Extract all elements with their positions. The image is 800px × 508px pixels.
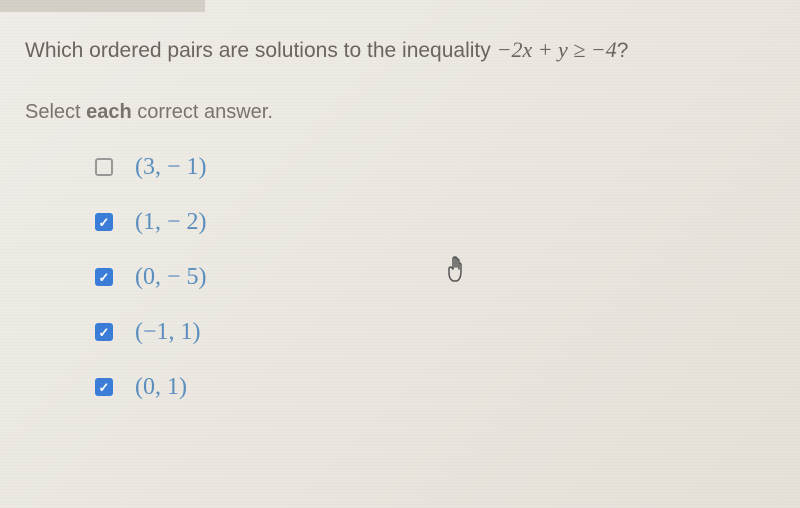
- checkbox-unchecked[interactable]: [95, 158, 113, 176]
- checkmark-icon: ✓: [99, 326, 110, 339]
- checkbox-checked[interactable]: ✓: [95, 213, 113, 231]
- instruction-prefix: Select: [25, 101, 86, 123]
- option-row[interactable]: ✓ (0, − 5): [95, 264, 775, 291]
- option-label: (0, 1): [135, 374, 187, 401]
- question-math: −2x + y ≥ −4: [497, 37, 617, 62]
- options-list: (3, − 1) ✓ (1, − 2) ✓ (0, − 5) ✓ (−1, 1)…: [25, 154, 775, 401]
- question-suffix: ?: [617, 39, 629, 62]
- instruction-suffix: correct answer.: [132, 101, 273, 123]
- option-row[interactable]: (3, − 1): [95, 154, 775, 181]
- option-row[interactable]: ✓ (−1, 1): [95, 319, 775, 346]
- question-text: Which ordered pairs are solutions to the…: [25, 35, 775, 66]
- checkbox-checked[interactable]: ✓: [95, 268, 113, 286]
- instruction-bold: each: [86, 101, 132, 123]
- question-prefix: Which ordered pairs are solutions to the…: [25, 39, 497, 62]
- option-label: (0, − 5): [135, 264, 207, 291]
- option-label: (1, − 2): [135, 209, 207, 236]
- checkmark-icon: ✓: [99, 381, 110, 394]
- cursor-icon: [445, 255, 473, 287]
- checkmark-icon: ✓: [99, 271, 110, 284]
- option-row[interactable]: ✓ (0, 1): [95, 374, 775, 401]
- checkbox-checked[interactable]: ✓: [95, 378, 113, 396]
- option-label: (3, − 1): [135, 154, 207, 181]
- option-row[interactable]: ✓ (1, − 2): [95, 209, 775, 236]
- option-label: (−1, 1): [135, 319, 201, 346]
- checkmark-icon: ✓: [99, 216, 110, 229]
- instruction-text: Select each correct answer.: [25, 101, 775, 124]
- top-bar-fragment: [0, 0, 205, 12]
- checkbox-checked[interactable]: ✓: [95, 323, 113, 341]
